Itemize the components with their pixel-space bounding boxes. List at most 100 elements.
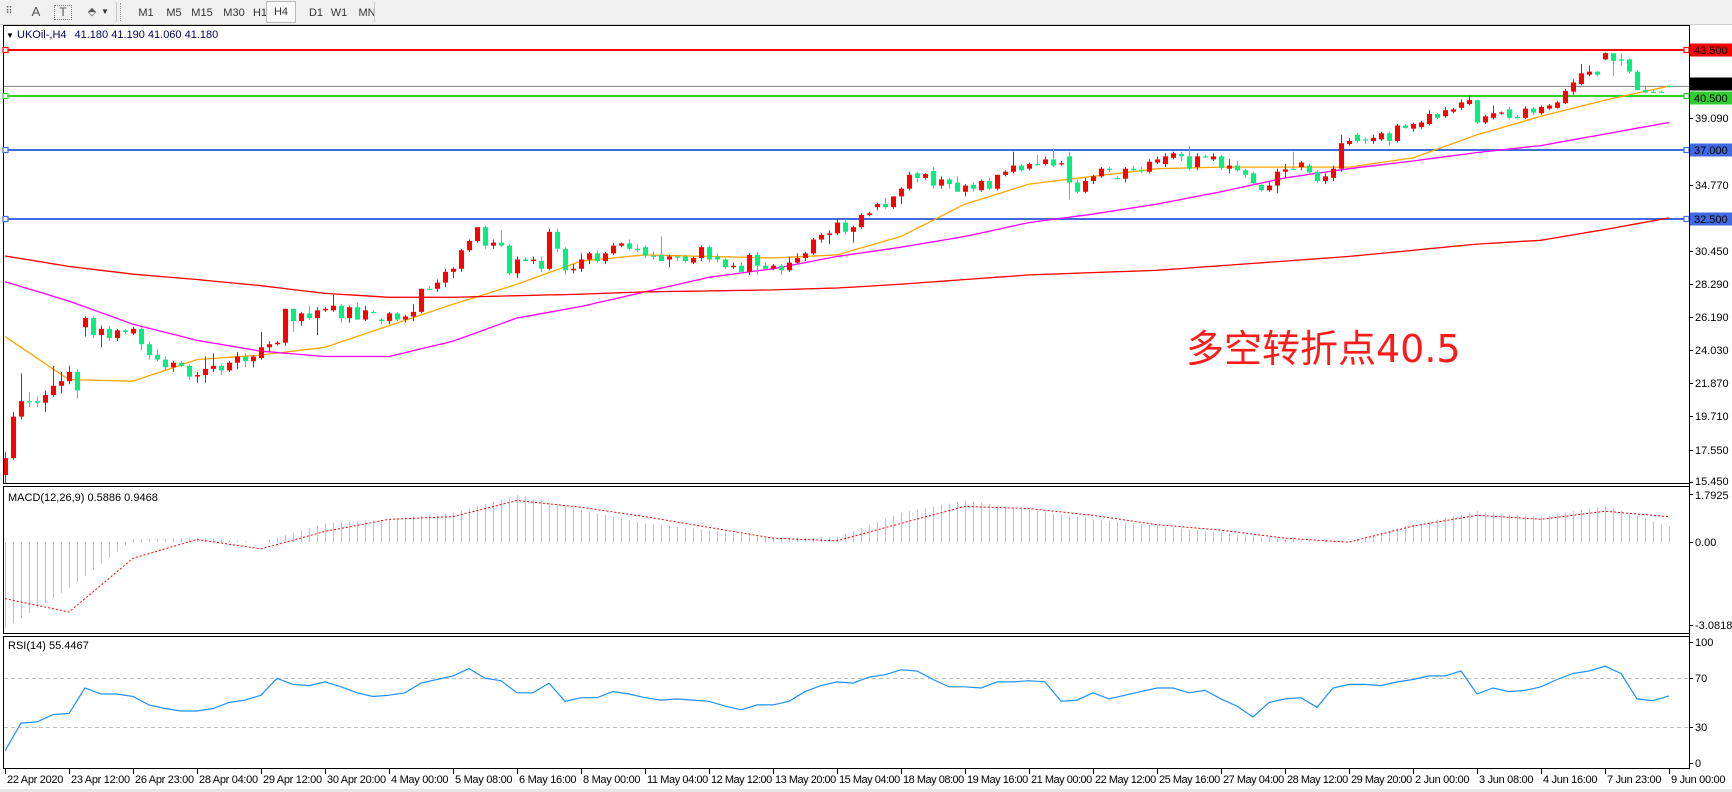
candle[interactable] <box>1387 131 1392 146</box>
candle[interactable] <box>1107 167 1112 172</box>
candle[interactable] <box>51 365 56 397</box>
candle[interactable] <box>1411 122 1416 132</box>
candle[interactable] <box>1339 134 1344 172</box>
candle[interactable] <box>1059 160 1064 166</box>
candle[interactable] <box>555 228 560 252</box>
candle[interactable] <box>203 356 208 383</box>
candle[interactable] <box>803 251 808 262</box>
candle[interactable] <box>1443 107 1448 118</box>
candle[interactable] <box>763 262 768 271</box>
candle[interactable] <box>1099 167 1104 178</box>
candle[interactable] <box>443 268 448 288</box>
candle[interactable] <box>291 308 296 332</box>
candle[interactable] <box>547 228 552 271</box>
candle[interactable] <box>347 305 352 323</box>
candle[interactable] <box>691 256 696 265</box>
candle[interactable] <box>635 244 640 252</box>
candle[interactable] <box>75 368 80 399</box>
candle[interactable] <box>1163 153 1168 168</box>
candle[interactable] <box>843 219 848 235</box>
candle[interactable] <box>1451 107 1456 114</box>
level-handle-right[interactable] <box>1683 46 1690 54</box>
candle[interactable] <box>723 257 728 269</box>
candle[interactable] <box>707 245 712 263</box>
candle[interactable] <box>731 262 736 269</box>
candle[interactable] <box>1491 105 1496 120</box>
candle[interactable] <box>1003 170 1008 177</box>
text-label-icon[interactable]: T <box>54 5 72 20</box>
candle[interactable] <box>91 316 96 339</box>
candle[interactable] <box>1203 154 1208 158</box>
candle[interactable] <box>1139 167 1144 174</box>
candle[interactable] <box>235 351 240 369</box>
candle[interactable] <box>923 173 928 180</box>
candle[interactable] <box>659 236 664 262</box>
candle[interactable] <box>483 225 488 249</box>
candle[interactable] <box>907 171 912 191</box>
candle[interactable] <box>1523 106 1528 120</box>
candle[interactable] <box>683 254 688 263</box>
candle[interactable] <box>323 307 328 312</box>
rsi-panel[interactable] <box>3 636 1690 769</box>
candle[interactable] <box>379 318 384 325</box>
candle[interactable] <box>363 305 368 322</box>
candle[interactable] <box>299 311 304 326</box>
candle[interactable] <box>419 288 424 314</box>
timeframe-h1-button[interactable]: H1 <box>252 7 268 19</box>
candle[interactable] <box>339 304 344 323</box>
candle[interactable] <box>123 328 128 334</box>
candle[interactable] <box>1259 184 1264 192</box>
candle[interactable] <box>355 302 360 320</box>
candle[interactable] <box>755 251 760 275</box>
candle[interactable] <box>1179 151 1184 161</box>
candle[interactable] <box>3 452 8 483</box>
candle[interactable] <box>1035 154 1040 166</box>
level-handle-left[interactable] <box>2 92 9 100</box>
candle[interactable] <box>1043 156 1048 166</box>
candle[interactable] <box>1355 133 1360 143</box>
candle[interactable] <box>43 390 48 412</box>
candle[interactable] <box>1195 153 1200 171</box>
candle[interactable] <box>315 307 320 335</box>
candle[interactable] <box>1603 52 1608 61</box>
candle[interactable] <box>531 256 536 265</box>
level-handle-left[interactable] <box>2 46 9 54</box>
candle[interactable] <box>427 285 432 291</box>
candle[interactable] <box>603 251 608 265</box>
candle[interactable] <box>1051 148 1056 168</box>
candle[interactable] <box>1619 53 1624 66</box>
candle[interactable] <box>1275 168 1280 194</box>
candle[interactable] <box>1235 160 1240 172</box>
candle[interactable] <box>507 244 512 275</box>
candle[interactable] <box>1227 159 1232 174</box>
candle[interactable] <box>1011 151 1016 174</box>
candle[interactable] <box>67 365 72 385</box>
candle[interactable] <box>1595 70 1600 77</box>
candle[interactable] <box>1419 120 1424 129</box>
candle[interactable] <box>915 171 920 183</box>
macd-panel[interactable] <box>3 486 1690 634</box>
candle[interactable] <box>1563 88 1568 104</box>
candle[interactable] <box>11 411 16 460</box>
candle[interactable] <box>1131 165 1136 172</box>
candle[interactable] <box>1531 107 1536 115</box>
candle[interactable] <box>1507 107 1512 120</box>
candle[interactable] <box>579 253 584 272</box>
candle[interactable] <box>675 254 680 262</box>
candle[interactable] <box>251 355 256 368</box>
candle[interactable] <box>1555 100 1560 109</box>
candle[interactable] <box>971 182 976 192</box>
candle[interactable] <box>1627 58 1632 74</box>
candle[interactable] <box>435 279 440 292</box>
candle[interactable] <box>891 196 896 209</box>
grid-icon[interactable]: ⠿ <box>5 6 13 17</box>
candle[interactable] <box>1467 95 1472 106</box>
candle[interactable] <box>1483 114 1488 125</box>
candle[interactable] <box>395 311 400 322</box>
candle[interactable] <box>827 230 832 245</box>
candle[interactable] <box>1211 153 1216 161</box>
candle[interactable] <box>787 256 792 272</box>
timeframe-m30-button[interactable]: M30 <box>223 7 245 19</box>
candle[interactable] <box>835 219 840 235</box>
candle[interactable] <box>883 197 888 209</box>
